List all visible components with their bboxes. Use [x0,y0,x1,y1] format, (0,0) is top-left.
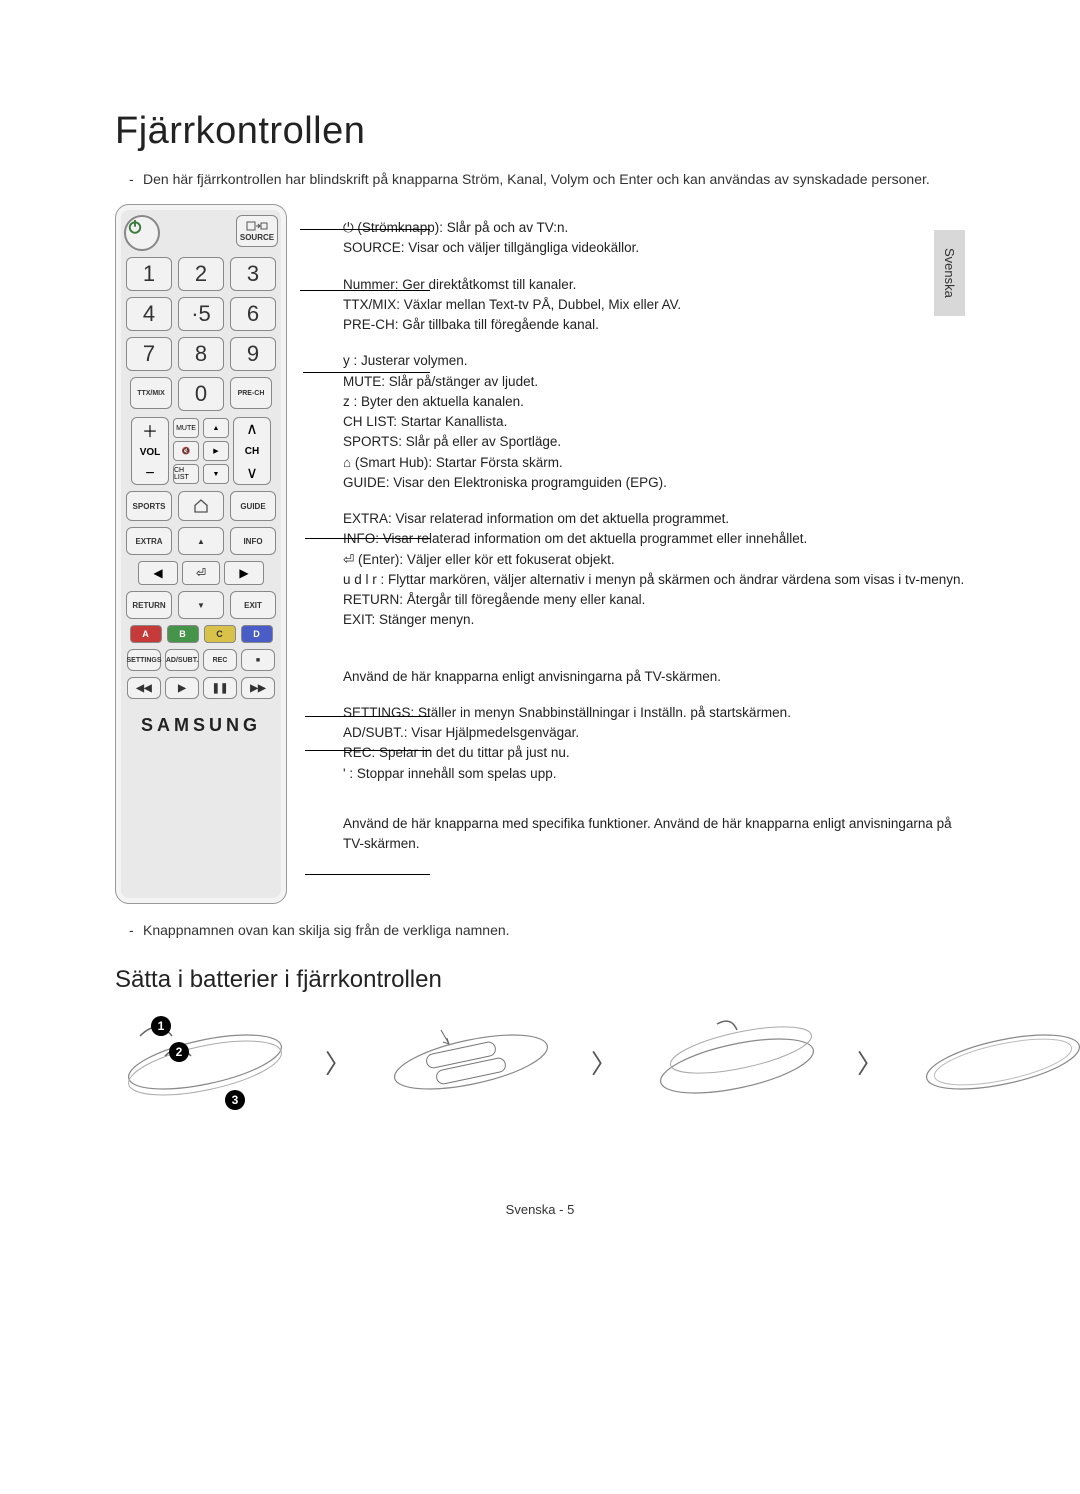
ttx-mix-button[interactable]: TTX/MIX [130,377,172,409]
num-3[interactable]: 3 [230,257,276,291]
brand-logo: SAMSUNG [141,715,261,736]
ch-list-button[interactable]: CH LIST [173,464,199,484]
remote-footnote: -Knappnamnen ovan kan skilja sig från de… [129,922,965,938]
num-2[interactable]: 2 [178,257,224,291]
chevron-icon: 〉 [325,1044,351,1081]
mute-icon: 🔇 [173,441,199,461]
ad-subt-button[interactable]: AD/SUBT. [165,649,199,671]
battery-steps: 1 2 3 〉 〉 〉 [115,1012,965,1112]
guide-button[interactable]: GUIDE [230,491,276,521]
num-4[interactable]: 4 [126,297,172,331]
chevron-icon: 〉 [857,1044,883,1081]
info-button[interactable]: INFO [230,527,276,555]
num-7[interactable]: 7 [126,337,172,371]
battery-step-4 [913,1012,1080,1112]
page-footer: Svenska - 5 [115,1202,965,1217]
num-8[interactable]: 8 [178,337,224,371]
extra-button[interactable]: EXTRA [126,527,172,555]
settings-button[interactable]: SETTINGS [127,649,161,671]
intro-note: -Den här fjärrkontrollen har blindskrift… [129,169,965,190]
remote-control: SOURCE 1 2 3 4 ·5 6 7 8 9 TTX/MIX 0 PRE-… [115,204,287,904]
stop-button[interactable]: ■ [241,649,275,671]
playback-icon[interactable]: ▶ [203,441,229,461]
battery-step-3 [647,1012,827,1112]
pause-button[interactable]: ❚❚ [203,677,237,699]
volume-rocker[interactable]: ＋ VOL − [131,417,169,485]
button-descriptions: ⏻ (Strömknapp): Slår på och av TV:n. SOU… [343,204,965,864]
color-a-button[interactable]: A [130,625,162,643]
battery-step-1: 1 2 3 [115,1012,295,1112]
forward-button[interactable]: ▶▶ [241,677,275,699]
dpad-down[interactable]: ▼ [178,591,224,619]
return-button[interactable]: RETURN [126,591,172,619]
rewind-button[interactable]: ◀◀ [127,677,161,699]
power-button[interactable] [124,215,160,251]
battery-step-2 [381,1012,561,1112]
mute-button[interactable]: MUTE [173,418,199,438]
enter-button[interactable]: ⏎ [182,561,220,585]
chevron-icon: 〉 [591,1044,617,1081]
pre-ch-button[interactable]: PRE-CH [230,377,272,409]
rec-button[interactable]: REC [203,649,237,671]
channel-rocker[interactable]: ∧ CH ∨ [233,417,271,485]
smart-hub-button[interactable] [178,491,224,521]
nav-down-icon[interactable]: ▼ [203,464,229,484]
nav-up-icon[interactable]: ▲ [203,418,229,438]
play-button[interactable]: ▶ [165,677,199,699]
dpad-left[interactable]: ◀ [138,561,178,585]
page-title: Fjärrkontrollen [115,110,965,153]
sports-button[interactable]: SPORTS [126,491,172,521]
color-d-button[interactable]: D [241,625,273,643]
dpad-up[interactable]: ▲ [178,527,224,555]
color-c-button[interactable]: C [204,625,236,643]
source-button[interactable]: SOURCE [236,215,278,247]
dpad-right[interactable]: ▶ [224,561,264,585]
color-b-button[interactable]: B [167,625,199,643]
num-5[interactable]: ·5 [178,297,224,331]
exit-button[interactable]: EXIT [230,591,276,619]
num-9[interactable]: 9 [230,337,276,371]
num-1[interactable]: 1 [126,257,172,291]
num-6[interactable]: 6 [230,297,276,331]
battery-section-title: Sätta i batterier i fjärrkontrollen [115,966,965,994]
num-0[interactable]: 0 [178,377,224,411]
